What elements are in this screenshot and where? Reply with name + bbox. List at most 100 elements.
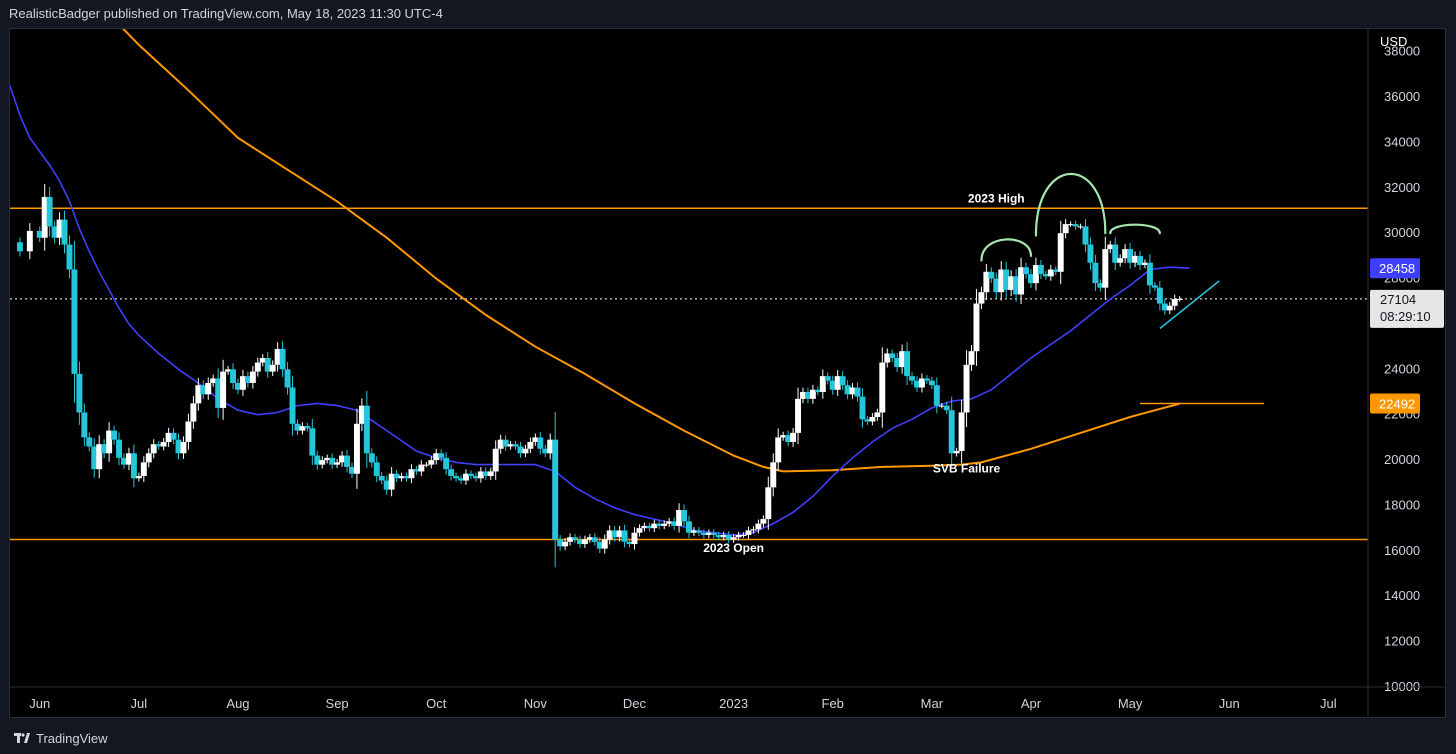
candle-body: [552, 439, 559, 540]
price-axis[interactable]: USD1000012000140001600018000200002200024…: [1367, 29, 1444, 717]
candle-body: [125, 453, 132, 465]
x-tick-label: May: [1118, 696, 1143, 711]
candle-body: [145, 453, 152, 463]
chart-panel[interactable]: 2023 High 2023 Open SVB Failure USD 10000 12…: [9, 28, 1446, 718]
candle-body: [795, 398, 802, 433]
candle-body: [1037, 264, 1044, 275]
candle-body: [616, 530, 623, 538]
candle-body: [963, 364, 970, 413]
candle-body: [844, 385, 851, 395]
candle-body: [160, 441, 167, 447]
y-tick-label: 14000: [1384, 588, 1420, 603]
candle-body: [1023, 267, 1029, 275]
candle-body: [393, 473, 400, 479]
candle-body: [562, 541, 569, 547]
candle-body: [899, 351, 906, 368]
candle-body: [1117, 258, 1124, 263]
candle-body: [472, 475, 479, 479]
candle-body: [487, 471, 494, 476]
candle-body: [572, 537, 578, 540]
countdown-value: 08:29:10: [1380, 309, 1431, 324]
candle-body: [849, 387, 856, 395]
candle-body: [740, 534, 747, 536]
candle-body: [259, 358, 266, 363]
candle-body: [106, 430, 113, 454]
candle-body: [770, 462, 777, 488]
pattern-arc: [1034, 172, 1107, 237]
y-tick-label: 12000: [1384, 634, 1420, 649]
time-axis[interactable]: Jun Jul Aug Sep Oct Nov Dec 2023 Feb Mar Apr May Jun…: [10, 686, 1445, 711]
candle-body: [864, 419, 871, 422]
x-tick-label: Aug: [226, 696, 249, 711]
candle-body: [1042, 274, 1049, 277]
candle-body: [155, 444, 162, 447]
candle-body: [180, 441, 187, 454]
candle-body: [775, 437, 782, 463]
candle-body: [730, 537, 737, 540]
candle-body: [314, 455, 321, 465]
candle-body: [458, 478, 464, 481]
candle-body: [859, 396, 866, 420]
candle-body: [269, 364, 276, 372]
candle-body: [596, 541, 603, 549]
candle-body: [636, 528, 643, 533]
footer: TradingView: [0, 722, 1456, 754]
x-tick-label: Jun: [1219, 696, 1240, 711]
candle-body: [1082, 226, 1089, 245]
candle-body: [423, 464, 430, 466]
candle-body: [829, 380, 836, 390]
candle-body: [834, 376, 841, 390]
candle-body: [725, 534, 732, 540]
x-tick-label: Jul: [131, 696, 148, 711]
candle-body: [46, 196, 53, 227]
candle-body: [631, 532, 638, 545]
candle-body: [621, 530, 628, 542]
candle-body: [1062, 224, 1069, 234]
candle-body: [373, 462, 380, 476]
candle-body: [1171, 299, 1178, 306]
x-tick-label: Sep: [326, 696, 349, 711]
candle-body: [61, 219, 68, 245]
candle-body: [601, 539, 608, 549]
chart-annotation: 2023 High: [968, 192, 1025, 206]
candle-body: [210, 378, 217, 383]
candle-body: [923, 378, 930, 381]
x-tick-label: Dec: [623, 696, 647, 711]
candle-body: [710, 532, 717, 535]
candle-body: [1092, 262, 1099, 284]
candle-body: [121, 457, 127, 465]
candle-body: [686, 521, 692, 533]
x-tick-label: Nov: [524, 696, 548, 711]
y-tick-label: 30000: [1384, 225, 1420, 240]
candle-body: [175, 439, 182, 454]
candle-body: [86, 437, 93, 447]
x-tick-label: Feb: [822, 696, 844, 711]
candle-body: [978, 292, 985, 304]
candle-body: [482, 471, 489, 476]
pattern-arc: [980, 238, 1033, 262]
candle-body: [1166, 305, 1173, 311]
candle-body: [1032, 264, 1039, 284]
candle-body: [344, 455, 350, 467]
candle-body: [453, 475, 460, 479]
candle-body: [16, 242, 23, 252]
candle-body: [274, 348, 281, 365]
candle-body: [1018, 267, 1025, 295]
ma-price-value: 22492: [1379, 397, 1415, 412]
y-tick-label: 18000: [1384, 497, 1420, 512]
candle-body: [690, 530, 697, 533]
ma-short-layer: [10, 85, 1190, 536]
footer-brand: TradingView: [36, 730, 108, 746]
candle-body: [334, 462, 341, 465]
candle-body: [101, 444, 108, 454]
candle-body: [383, 480, 390, 490]
candle-body: [904, 351, 911, 377]
candle-body: [96, 444, 103, 470]
candle-body: [537, 437, 544, 449]
candle-body: [1077, 226, 1084, 228]
candle-body: [239, 376, 246, 390]
candle-body: [111, 430, 118, 440]
candle-body: [606, 530, 613, 540]
candle-body: [1102, 249, 1109, 288]
